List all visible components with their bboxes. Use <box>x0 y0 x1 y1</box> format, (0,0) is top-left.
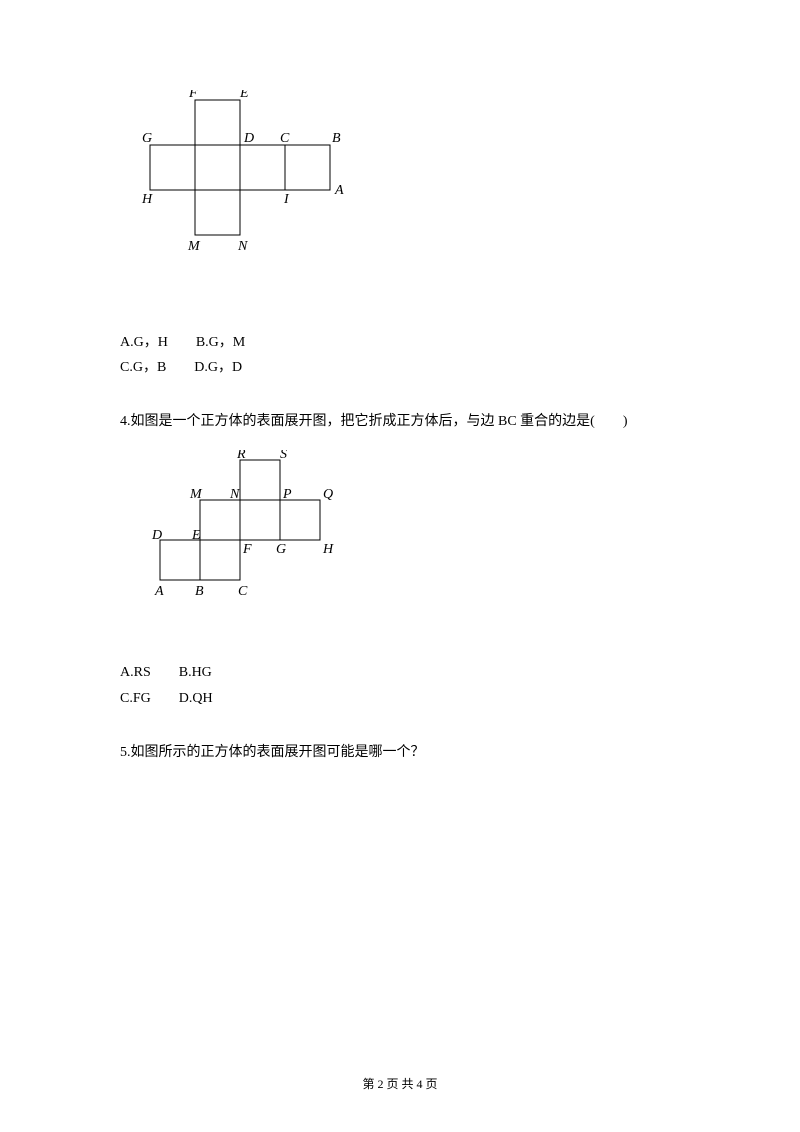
svg-text:Q: Q <box>323 487 333 502</box>
svg-text:P: P <box>282 487 292 502</box>
svg-text:D: D <box>243 131 254 146</box>
page-footer: 第 2 页 共 4 页 <box>0 1075 800 1092</box>
svg-text:A: A <box>154 584 164 599</box>
svg-text:H: H <box>141 192 153 207</box>
question-4-text: 4.如图是一个正方体的表面展开图，把它折成正方体后，与边 BC 重合的边是( ) <box>120 410 700 430</box>
svg-text:H: H <box>322 542 334 557</box>
svg-text:E: E <box>239 90 249 101</box>
q4-options: A.RS B.HG C.FG D.QH <box>120 660 700 710</box>
svg-text:C: C <box>238 584 248 599</box>
q4-options-line1: A.RS B.HG <box>120 660 700 685</box>
svg-text:M: M <box>187 239 201 254</box>
svg-text:F: F <box>188 90 198 101</box>
question-5-text: 5.如图所示的正方体的表面展开图可能是哪一个？ <box>120 741 700 761</box>
q3-options: A.G，H B.G，M C.G，B D.G，D <box>120 330 700 380</box>
svg-text:E: E <box>191 528 201 543</box>
svg-text:A: A <box>334 183 344 198</box>
svg-text:N: N <box>237 239 248 254</box>
diagram-q3-cube-net: F E G D C B H I A M N <box>140 90 700 310</box>
diagram-q4-cube-net: R S M N P Q D E F G H A B C <box>140 450 700 640</box>
svg-text:C: C <box>280 131 290 146</box>
q3-options-line2: C.G，B D.G，D <box>120 355 700 380</box>
svg-text:R: R <box>236 450 246 462</box>
svg-text:F: F <box>242 542 252 557</box>
q4-options-line2: C.FG D.QH <box>120 686 700 711</box>
svg-text:M: M <box>189 487 203 502</box>
svg-text:B: B <box>332 131 341 146</box>
svg-text:G: G <box>142 131 152 146</box>
svg-text:G: G <box>276 542 286 557</box>
svg-text:I: I <box>283 192 290 207</box>
svg-text:D: D <box>151 528 162 543</box>
svg-text:B: B <box>195 584 204 599</box>
q3-options-line1: A.G，H B.G，M <box>120 330 700 355</box>
svg-text:S: S <box>280 450 287 462</box>
svg-text:N: N <box>229 487 240 502</box>
